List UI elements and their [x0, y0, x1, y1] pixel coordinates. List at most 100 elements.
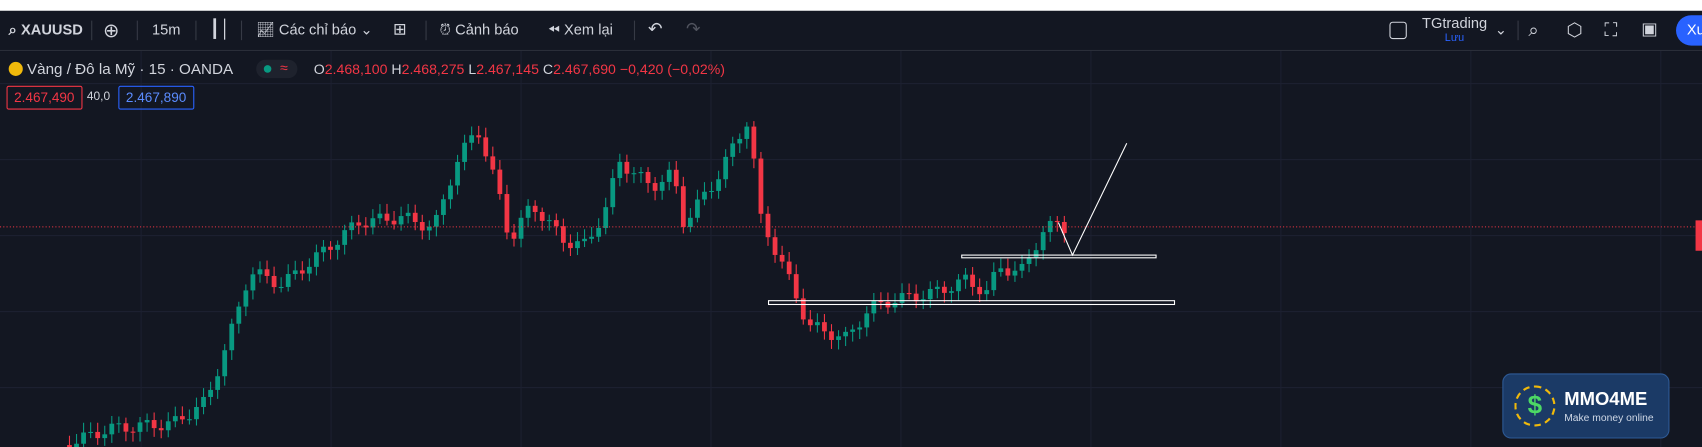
ohlc: O2.468,100 H2.468,275 L2.467,145 C2.467,…: [314, 61, 725, 77]
candle-body: [546, 220, 552, 222]
candle-body: [645, 171, 651, 184]
candle-body: [349, 222, 355, 231]
candle-body: [575, 241, 580, 249]
candle-body: [95, 431, 101, 439]
candle-body: [680, 186, 686, 228]
candle-body: [172, 416, 178, 422]
candle-body: [956, 279, 961, 292]
candle-body: [864, 313, 870, 328]
candle-body: [391, 220, 397, 225]
price-marker: [1695, 220, 1702, 251]
candle-body: [702, 191, 707, 200]
candle-body: [949, 291, 954, 293]
candle-body: [1054, 220, 1060, 223]
ohlc-value: 2.467,145: [476, 60, 539, 78]
candle-body: [758, 158, 764, 214]
candle-body: [109, 423, 115, 435]
candle-body: [1005, 268, 1011, 276]
candle-body: [236, 306, 242, 324]
candle-body: [405, 212, 411, 217]
chart-type[interactable]: ┃│: [209, 20, 231, 40]
alerts-button[interactable]: ⏰︎ Cảnh báo: [439, 21, 519, 38]
candle-body: [610, 178, 616, 208]
candle-body: [419, 222, 425, 231]
candle-body: [568, 242, 573, 249]
quick-search[interactable]: ⌕: [1528, 19, 1539, 41]
candle-body: [321, 246, 326, 253]
snapshot[interactable]: ▣: [1641, 20, 1658, 40]
candle-body: [215, 376, 221, 390]
candle-body: [998, 268, 1004, 272]
candle-body: [342, 230, 348, 245]
candle-body: [822, 322, 827, 332]
candle-body: [1033, 250, 1039, 258]
undo[interactable]: ↶: [648, 20, 663, 40]
candle-body: [807, 319, 813, 326]
market-status[interactable]: ≈: [256, 59, 298, 79]
candle-body: [476, 135, 482, 138]
candle-body: [786, 261, 792, 275]
candle-body: [617, 161, 623, 179]
candle-body: [941, 286, 947, 293]
candle-body: [539, 211, 545, 221]
separator: [91, 20, 93, 41]
spread: 40,0: [86, 90, 111, 104]
candle-body: [751, 126, 757, 159]
candle-body: [518, 217, 524, 239]
interval[interactable]: 15m: [151, 21, 181, 38]
replay-button[interactable]: ⏪︎ Xem lại: [548, 21, 613, 38]
redo[interactable]: ↷: [686, 20, 701, 40]
replay[interactable]: Xem lại: [563, 21, 613, 38]
candle-body: [927, 288, 933, 300]
candle-body: [102, 434, 108, 439]
candle-body: [130, 431, 136, 433]
candle-body: [271, 275, 277, 288]
candle-body: [765, 213, 771, 238]
sell-price[interactable]: 2.467,490: [6, 85, 83, 110]
candle-body: [426, 226, 432, 231]
symbol-icon: [8, 61, 23, 76]
ohlc-value: 2.467,690: [553, 60, 616, 78]
candle-body: [229, 323, 235, 351]
candle-body: [1040, 232, 1046, 251]
candle-body: [525, 205, 531, 218]
alerts[interactable]: Cảnh báo: [455, 21, 519, 38]
candle-body: [836, 336, 841, 340]
candle-body: [666, 169, 672, 182]
candle-body: [800, 298, 806, 320]
candle-body: [1026, 257, 1032, 264]
publish-button[interactable]: Xu: [1676, 15, 1702, 46]
candle-body: [723, 156, 729, 180]
candle-body: [356, 222, 362, 226]
layout-icon[interactable]: [1389, 21, 1407, 40]
candle-body: [511, 232, 517, 239]
symbol[interactable]: XAUUSD: [20, 21, 83, 38]
symbol-search[interactable]: ⌕ XAUUSD: [8, 21, 83, 38]
fullscreen[interactable]: ⛶: [1604, 19, 1618, 41]
separator: [425, 20, 427, 41]
candle-body: [871, 301, 877, 314]
candle-body: [984, 290, 990, 295]
candle-body: [631, 173, 637, 175]
buy-price[interactable]: 2.467,890: [118, 85, 194, 110]
ohlc-value: 2.468,275: [401, 60, 465, 78]
templates[interactable]: ⊞: [392, 20, 407, 40]
ohlc-label: C: [542, 60, 554, 78]
layout-name[interactable]: TGtrading: [1422, 15, 1488, 32]
indicators[interactable]: Các chỉ báo: [278, 21, 357, 38]
save[interactable]: Lưu: [1444, 32, 1465, 45]
candle-body: [504, 194, 510, 233]
candle-body: [179, 416, 185, 420]
candle-body: [659, 181, 665, 191]
indicators-button[interactable]: 📈︎ Các chỉ báo ⌄: [256, 21, 373, 38]
candle-body: [589, 236, 594, 239]
candle-body: [772, 237, 778, 255]
candle-body: [250, 274, 256, 291]
toolbar: ⌕ XAUUSD ⊕ 15m ┃│ 📈︎ Các chỉ báo ⌄ ⊞ ⏰︎ …: [0, 10, 1702, 52]
layout-menu[interactable]: ⌄: [1494, 21, 1508, 38]
candle-body: [377, 213, 383, 219]
settings[interactable]: ⬡: [1566, 19, 1583, 41]
candle-body: [201, 396, 206, 408]
add-symbol[interactable]: ⊕: [103, 19, 120, 42]
candle-body: [603, 207, 609, 228]
